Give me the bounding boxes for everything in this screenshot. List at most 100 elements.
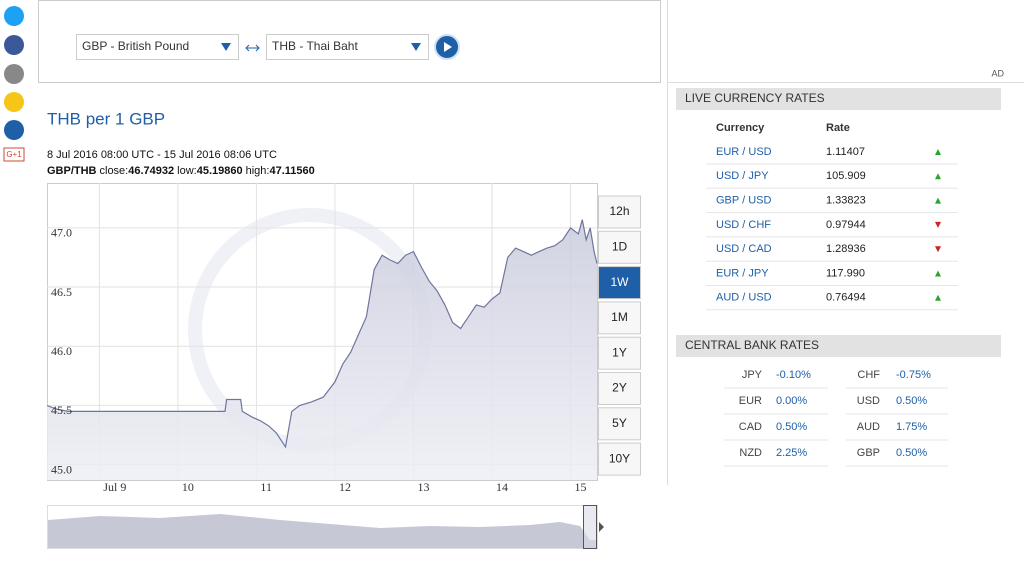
go-icon (444, 42, 452, 52)
chart-stats: GBP/THB close:46.74932 low:45.19860 high:47… (47, 165, 315, 177)
bank-rate: 0.00% (776, 395, 807, 407)
bank-currency: AUD (857, 421, 880, 433)
x-tick-label: 14 (496, 480, 508, 494)
navigator-window[interactable] (583, 505, 597, 549)
section-header (676, 88, 1001, 110)
trend-down (935, 221, 941, 228)
bank-currency: JPY (742, 369, 763, 381)
swap-icon[interactable] (245, 44, 260, 52)
rate-value: 1.11407 (826, 146, 865, 158)
bank-rate: 1.75% (896, 421, 927, 433)
to-select[interactable] (266, 34, 429, 60)
rate-value: 1.33823 (826, 195, 866, 207)
navigator-arrow[interactable] (599, 522, 604, 532)
from-select[interactable] (76, 34, 239, 60)
currency-pair[interactable]: GBP / USD (716, 195, 771, 207)
navigator-area (48, 514, 596, 548)
currency-pair[interactable]: EUR / USD (716, 146, 772, 158)
stat-value: 46.74932 (128, 165, 174, 177)
dropdown-arrow (411, 43, 421, 51)
stat-pair: GBP/THB (47, 165, 97, 177)
currency-pair[interactable]: USD / CAD (716, 243, 772, 255)
link-icon[interactable] (4, 120, 24, 140)
bank-rate: 2.25% (776, 447, 807, 459)
trend-up (935, 294, 941, 301)
section-header (676, 335, 1001, 357)
y-tick-label: 46.0 (51, 344, 72, 358)
bank-currency: EUR (739, 395, 762, 407)
range-button[interactable] (598, 407, 641, 441)
trend-up (935, 270, 941, 277)
x-tick-label: 10 (182, 480, 194, 494)
stat-label: low: (177, 165, 197, 177)
range-label: 10Y (609, 451, 630, 465)
x-tick-label: 13 (417, 480, 429, 494)
y-tick-label: 45.5 (51, 403, 72, 417)
stat-label: close: (100, 165, 129, 177)
bank-currency: NZD (739, 447, 762, 459)
range-button[interactable] (598, 336, 641, 370)
range-button[interactable] (598, 230, 641, 264)
range-button[interactable] (598, 301, 641, 335)
ad-label: AD (991, 68, 1004, 78)
column-header: Rate (826, 122, 850, 134)
y-tick-label: 47.0 (51, 226, 72, 240)
x-tick-label: 15 (575, 480, 587, 494)
trend-down (935, 246, 941, 253)
y-tick-label: 46.5 (51, 285, 72, 299)
mail-icon[interactable] (4, 64, 24, 84)
currency-pair[interactable]: USD / CHF (716, 219, 771, 231)
bank-currency: USD (857, 395, 880, 407)
trend-up (935, 173, 941, 180)
chart-title: THB per 1 GBP (47, 109, 165, 128)
bank-rate: 0.50% (776, 421, 807, 433)
rate-value: 0.97944 (826, 219, 866, 231)
area (47, 219, 597, 480)
range-label: 1M (611, 310, 628, 324)
range-button[interactable] (598, 372, 641, 405)
gplus-icon[interactable] (3, 147, 25, 162)
range-label: 5Y (612, 416, 627, 430)
dropdown-arrow (221, 43, 231, 51)
bank-currency: GBP (857, 447, 880, 459)
range-label: 1Y (612, 345, 627, 359)
chart-subtitle: 8 Jul 2016 08:00 UTC - 15 Jul 2016 08:06… (47, 149, 277, 161)
x-tick-label: Jul 9 (103, 480, 126, 494)
stat-value: 45.19860 (197, 165, 243, 177)
bank-currency: CAD (739, 421, 762, 433)
stat-label: high: (246, 165, 270, 177)
rate-value: 1.28936 (826, 243, 866, 255)
to-select-label: THB - Thai Baht (272, 39, 358, 53)
range-label: 2Y (612, 381, 627, 395)
currency-pair[interactable]: EUR / JPY (716, 267, 769, 279)
range-label: 12h (609, 204, 629, 218)
bank-rate: -0.75% (896, 369, 931, 381)
x-tick-label: 11 (260, 480, 272, 494)
bank-rate: -0.10% (776, 369, 811, 381)
star-icon[interactable] (4, 92, 24, 112)
column-header: Currency (716, 122, 765, 134)
from-select-label: GBP - British Pound (82, 39, 189, 53)
currency-pair[interactable]: AUD / USD (716, 292, 772, 304)
range-label: 1D (612, 239, 628, 253)
range-button[interactable] (598, 195, 641, 229)
section-title: CENTRAL BANK RATES (685, 338, 819, 352)
facebook-icon[interactable] (4, 35, 24, 55)
range-button[interactable] (598, 266, 641, 300)
rate-value: 117.990 (826, 267, 865, 279)
stat-value: 47.11560 (269, 165, 314, 177)
range-label: 1W (611, 275, 630, 289)
x-tick-label: 12 (339, 480, 351, 494)
bank-rate: 0.50% (896, 447, 927, 459)
rate-value: 105.909 (826, 170, 866, 182)
y-tick-label: 45.0 (51, 462, 72, 476)
currency-pair[interactable]: USD / JPY (716, 170, 769, 182)
rate-value: 0.76494 (826, 292, 866, 304)
twitter-icon[interactable] (4, 6, 24, 26)
section-title: LIVE CURRENCY RATES (685, 91, 825, 105)
bank-rate: 0.50% (896, 395, 927, 407)
gplus-label: G+1 (6, 150, 22, 159)
range-button[interactable] (598, 442, 641, 476)
